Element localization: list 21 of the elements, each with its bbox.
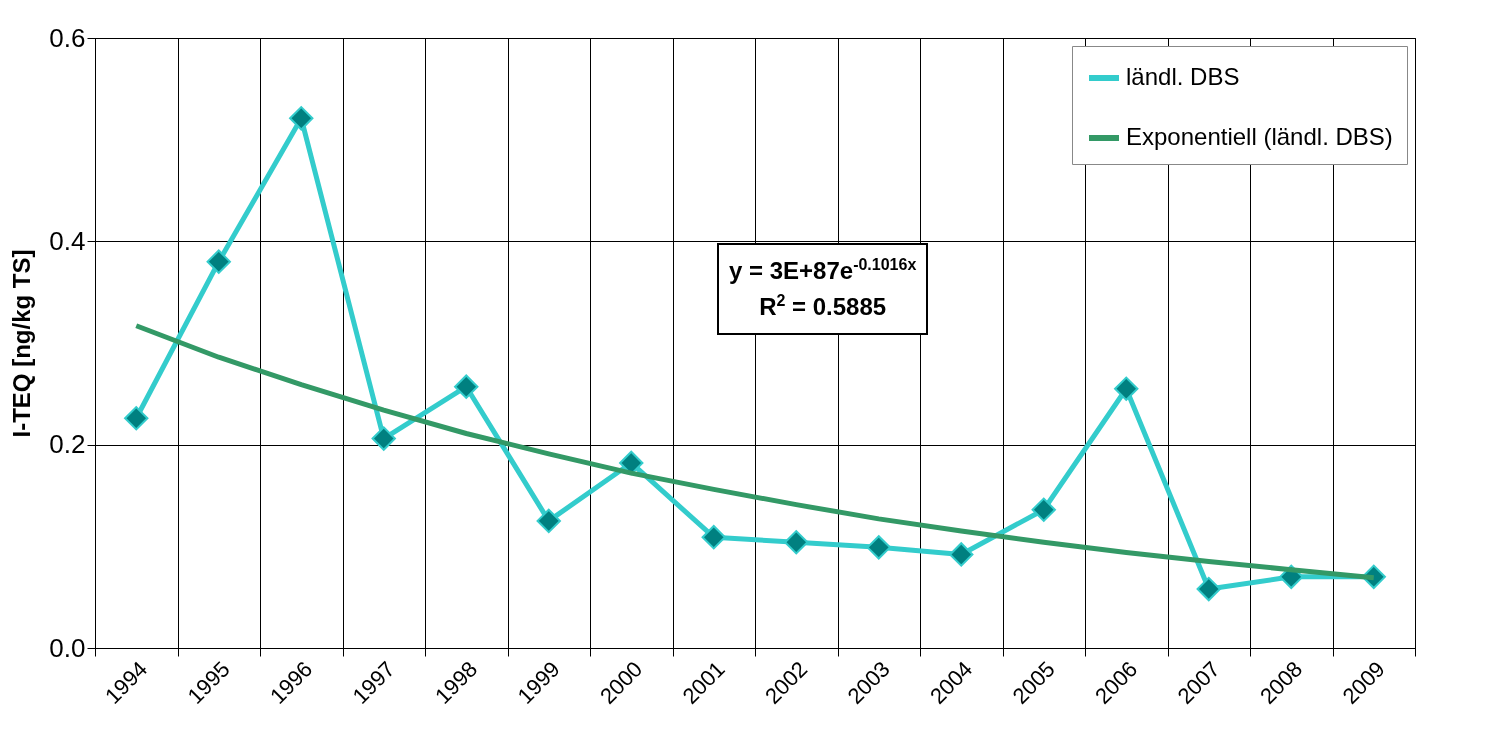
legend-label: ländl. DBS <box>1126 63 1240 90</box>
point <box>206 249 231 274</box>
text: y = 3E+87e$^{-0.1016x}$ R$^{2}$ = 0.5885 <box>729 256 917 320</box>
point <box>289 106 314 131</box>
point <box>536 508 561 534</box>
point <box>1196 576 1221 602</box>
point <box>1114 376 1139 401</box>
point <box>1031 497 1056 522</box>
point <box>866 535 891 560</box>
point <box>454 374 479 399</box>
y-axis-title: I-TEQ [ng/kg TS] <box>8 249 36 438</box>
y-tick-label: 0.6 <box>49 22 86 53</box>
point <box>701 525 726 550</box>
legend-label: Exponentiell (ländl. DBS) <box>1126 123 1393 150</box>
y-tick-label: 0.2 <box>49 429 86 460</box>
point <box>124 406 149 431</box>
point <box>949 542 974 567</box>
point <box>784 530 809 555</box>
point <box>371 426 396 451</box>
y-tick-label: 0.0 <box>49 632 86 663</box>
y-tick-label: 0.4 <box>49 225 86 256</box>
